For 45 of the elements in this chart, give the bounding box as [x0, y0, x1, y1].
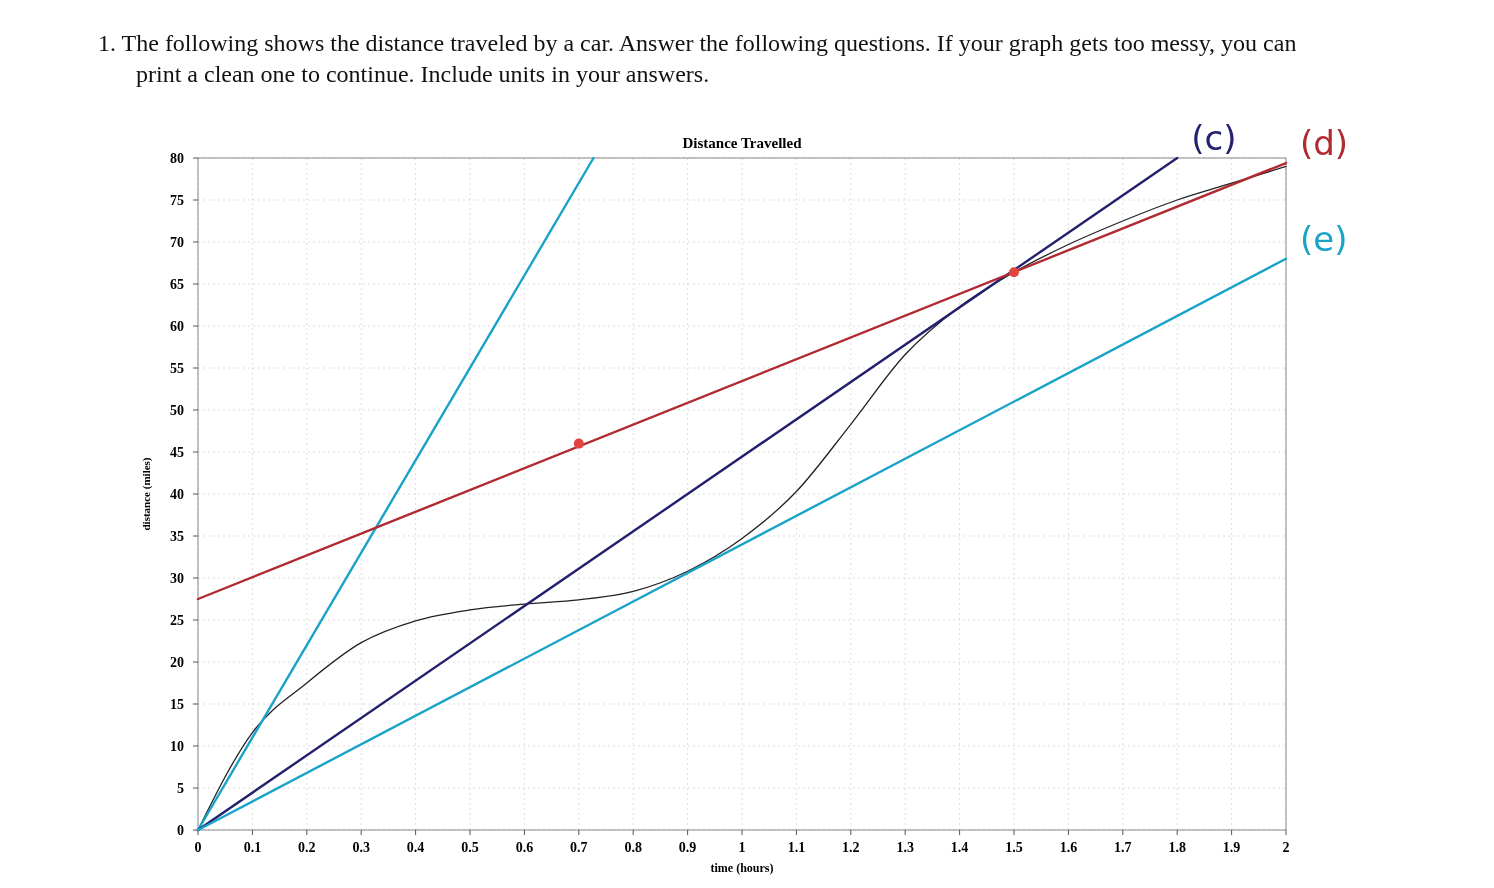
x-tick-label: 0.3 [352, 840, 370, 855]
x-tick-label: 0.8 [624, 840, 642, 855]
y-tick-label: 75 [170, 193, 184, 208]
y-tick-label: 55 [170, 361, 184, 376]
y-tick-label: 20 [170, 655, 184, 670]
x-tick-label: 1.9 [1222, 840, 1241, 855]
x-tick-label: 0.2 [298, 840, 316, 855]
x-tick-label: 1.8 [1168, 840, 1186, 855]
y-tick-label: 15 [170, 697, 184, 712]
y-tick-label: 10 [170, 739, 184, 754]
chart-title: Distance Travelled [682, 135, 803, 151]
y-tick-label: 70 [170, 235, 184, 250]
x-tick-label: 1.6 [1059, 840, 1078, 855]
x-tick-label: 0 [194, 840, 202, 855]
x-tick-label: 0.6 [515, 840, 534, 855]
x-tick-label: 1.3 [896, 840, 914, 855]
y-tick-label: 25 [170, 613, 184, 628]
y-tick-label: 45 [170, 445, 184, 460]
text: 1. The following shows the distance traveled by a car. Answer the following questions. If your graph gets too messy, you can print a clean one to continue. Include units in your answers. [98, 29, 1298, 89]
y-axis-title: distance (miles) [140, 457, 153, 531]
x-tick-label: 1.1 [787, 840, 806, 855]
x-tick-label: 0.5 [461, 840, 479, 855]
y-tick-label: 30 [170, 571, 184, 586]
x-tick-label: 0.7 [570, 840, 588, 855]
y-tick-label: 65 [170, 277, 184, 292]
x-tick-label: 1.7 [1114, 840, 1132, 855]
x-tick-label: 0.4 [406, 840, 425, 855]
x-tick-label: 1.4 [950, 840, 969, 855]
y-tick-label: 35 [170, 529, 184, 544]
x-tick-label: 1.2 [842, 840, 860, 855]
y-tick-label: 80 [170, 151, 184, 166]
y-tick-label: 0 [177, 823, 184, 838]
x-tick-label: 1.5 [1005, 840, 1023, 855]
y-tick-label: 60 [170, 319, 184, 334]
x-tick-label: 0.9 [678, 840, 697, 855]
y-tick-label: 50 [170, 403, 184, 418]
y-tick-label: 40 [170, 487, 184, 502]
x-tick-label: 1 [738, 840, 746, 855]
series-label: (e) [1300, 218, 1348, 259]
x-tick-label: 2 [1282, 840, 1290, 855]
y-tick-label: 5 [177, 781, 184, 796]
x-axis-title: time (hours) [710, 861, 774, 875]
x-tick-label: 0.1 [243, 840, 262, 855]
series-label: (c) [1191, 118, 1237, 158]
series-label: (d) [1300, 123, 1349, 164]
